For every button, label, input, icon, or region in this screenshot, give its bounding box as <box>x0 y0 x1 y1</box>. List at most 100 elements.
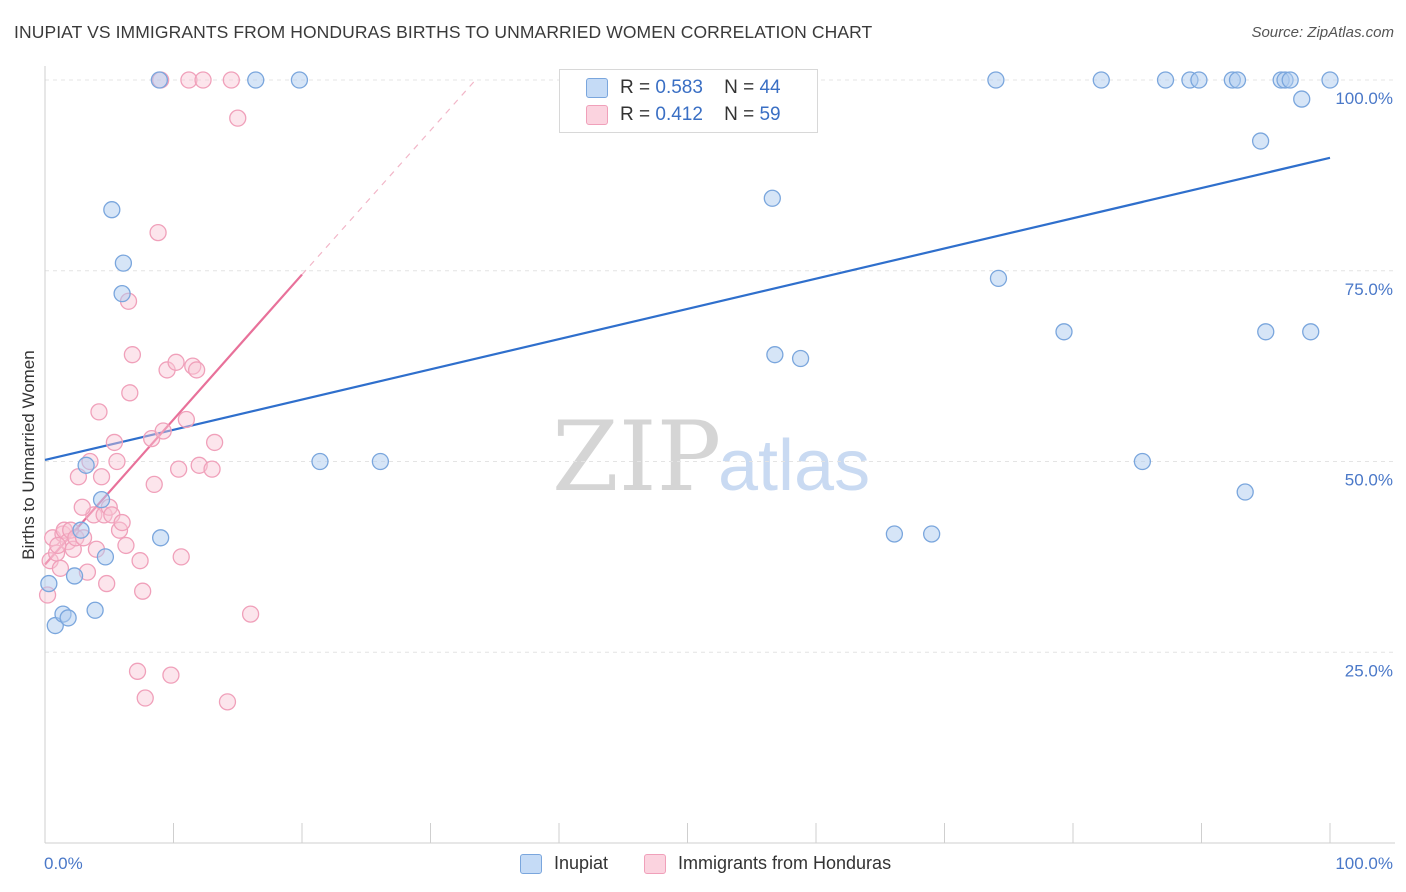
honduras-swatch <box>586 105 608 125</box>
inupiat-point <box>59 609 77 627</box>
inupiat-point <box>1257 323 1275 341</box>
inupiat-point <box>987 71 1005 89</box>
inupiat-point <box>96 548 115 566</box>
legend-n-value: 44 <box>759 77 781 98</box>
honduras-point <box>190 456 208 474</box>
inupiat-point <box>1251 132 1270 150</box>
inupiat-point <box>1302 323 1320 341</box>
inupiat-trend-line <box>44 156 1331 462</box>
inupiat-point <box>247 71 265 89</box>
inupiat-point <box>1133 452 1152 471</box>
watermark: ZIP atlas <box>552 401 870 513</box>
legend-r-value: 0.412 <box>655 104 703 125</box>
legend-r-label: R = <box>620 77 651 98</box>
honduras-point <box>172 548 190 566</box>
y-axis-title: Births to Unmarried Women <box>19 350 38 559</box>
honduras-point <box>203 460 221 478</box>
honduras-point <box>90 403 108 421</box>
source-credit: Source: ZipAtlas.com <box>1251 24 1394 41</box>
honduras-point <box>162 666 180 684</box>
stats-legend: R = 0.583 N = 44 R = 0.412 N = 59 <box>559 69 818 133</box>
y-tick-label: 75.0% <box>1345 280 1393 299</box>
honduras-point <box>218 693 237 711</box>
legend-r-label: R = <box>620 104 651 125</box>
inupiat-point <box>763 189 781 207</box>
trend-lines <box>44 79 1331 566</box>
watermark-zip: ZIP <box>552 401 721 513</box>
inupiat-point <box>1281 71 1299 89</box>
honduras-point <box>136 689 154 707</box>
honduras-point <box>205 433 224 452</box>
honduras-point <box>131 552 149 570</box>
honduras-point <box>229 109 247 127</box>
inupiat-point <box>151 529 170 547</box>
inupiat-point <box>1321 71 1339 89</box>
inupiat-point <box>77 456 95 474</box>
honduras-point <box>113 513 131 532</box>
honduras-point <box>51 559 70 577</box>
inupiat-legend-swatch <box>520 854 542 874</box>
honduras-point <box>167 353 185 371</box>
y-tick-label: 50.0% <box>1345 471 1393 490</box>
chart-title: INUPIAT VS IMMIGRANTS FROM HONDURAS BIRT… <box>14 22 873 42</box>
inupiat-point <box>86 601 104 619</box>
inupiat-point <box>113 284 131 303</box>
inupiat-point <box>791 349 810 368</box>
honduras-point <box>145 475 163 494</box>
gridlines <box>45 79 1395 653</box>
y-tick-label: 100.0% <box>1335 89 1393 108</box>
honduras-trend-line <box>44 273 303 566</box>
tick-labels: 25.0% 50.0% 75.0% 100.0% 0.0% 100.0% <box>44 89 1393 873</box>
honduras-point <box>149 223 167 242</box>
x-tick-label: 100.0% <box>1335 854 1393 873</box>
inupiat-point <box>311 452 329 471</box>
honduras-point <box>92 468 111 486</box>
honduras-point <box>49 536 67 555</box>
inupiat-point <box>1236 483 1254 501</box>
inupiat-point <box>290 71 309 89</box>
legend-r-value: 0.583 <box>655 77 703 98</box>
honduras-point <box>134 582 152 600</box>
honduras-point <box>108 452 126 471</box>
inupiat-point <box>72 521 90 539</box>
honduras-point <box>222 71 240 89</box>
x-tick-label: 0.0% <box>44 854 83 873</box>
honduras-point <box>98 574 116 593</box>
inupiat-point <box>989 269 1008 288</box>
honduras-point <box>194 71 212 89</box>
inupiat-point <box>1293 90 1311 108</box>
inupiat-point <box>1092 71 1110 89</box>
inupiat-point <box>65 567 84 585</box>
honduras-point <box>177 410 196 429</box>
y-tick-label: 25.0% <box>1345 661 1393 680</box>
inupiat-swatch <box>586 78 608 98</box>
inupiat-point <box>1190 71 1208 89</box>
honduras-point <box>180 71 198 89</box>
honduras-point <box>169 460 188 478</box>
watermark-atlas: atlas <box>718 426 870 506</box>
honduras-legend-swatch <box>644 854 666 874</box>
inupiat-point <box>1156 71 1175 89</box>
inupiat-point <box>114 254 133 272</box>
legend-n-value: 59 <box>759 104 781 125</box>
inupiat-point <box>150 71 169 89</box>
inupiat-point <box>1055 323 1073 341</box>
honduras-point <box>73 498 91 516</box>
inupiat-point <box>40 574 58 593</box>
inupiat-point <box>766 346 784 364</box>
inupiat-point <box>885 525 904 543</box>
inupiat-legend-label: Inupiat <box>554 853 609 873</box>
honduras-legend-label: Immigrants from Honduras <box>678 853 892 873</box>
honduras-point <box>241 605 260 623</box>
inupiat-point <box>371 452 390 471</box>
legend-n-label: N = <box>724 77 755 98</box>
series-inupiat-points <box>40 71 1339 635</box>
honduras-point <box>187 361 206 379</box>
honduras-trend-extension <box>301 79 476 275</box>
honduras-point <box>123 346 142 364</box>
inupiat-point <box>923 525 941 543</box>
honduras-point <box>117 536 135 555</box>
inupiat-point <box>92 490 111 509</box>
honduras-point <box>128 662 147 680</box>
